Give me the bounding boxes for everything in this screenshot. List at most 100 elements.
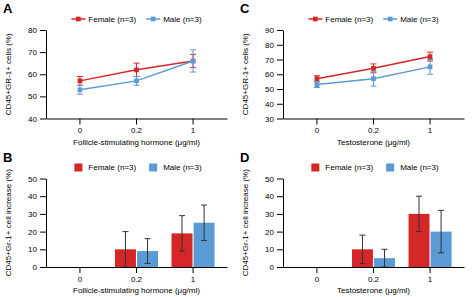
marks <box>314 52 433 87</box>
y-tick: 30 <box>28 210 46 219</box>
y-tick: 80 <box>28 26 46 35</box>
error-bar <box>416 196 422 231</box>
plot-area: 40 50 60 70 80 00.21 <box>28 26 227 135</box>
legend-label: Female (n=3) <box>325 15 373 24</box>
x-tick: 1 <box>191 267 196 284</box>
x-tick-label: 0.2 <box>131 275 143 284</box>
y-tick-mark <box>277 45 283 46</box>
y-tick-mark <box>277 30 283 31</box>
legend-label: Male (n=3) <box>400 163 439 172</box>
x-tick-label: 0.2 <box>368 275 380 284</box>
y-tick-mark <box>277 89 283 90</box>
y-axis-label: CD45+Gr-1+ cell increase (%) <box>241 169 250 276</box>
legend-swatch <box>74 164 82 172</box>
y-axis-line <box>283 179 284 268</box>
legend-item: Male (n=3) <box>149 163 202 172</box>
y-tick-mark <box>277 119 283 120</box>
point <box>191 59 196 64</box>
plot-area: 0102030405000.21 <box>265 175 464 284</box>
error-bar <box>382 249 388 267</box>
y-tick-mark <box>40 232 46 233</box>
y-tick-mark <box>277 179 283 180</box>
legend-marker <box>313 17 318 22</box>
x-tick-label: 1 <box>428 126 433 135</box>
y-axis: 40 50 60 70 80 <box>28 26 46 124</box>
x-tick: 1 <box>428 267 433 284</box>
panel-title: A <box>3 1 13 16</box>
legend: Female (n=3)Male (n=3) <box>311 163 439 172</box>
y-tick-label: 50 <box>28 92 37 101</box>
x-tick-label: 0 <box>315 126 320 135</box>
y-tick: 70 <box>265 56 283 65</box>
y-tick-label: 10 <box>265 245 274 254</box>
x-tick-mark <box>373 119 374 125</box>
x-axis: 00.21 <box>47 119 228 136</box>
panel: 0102030405000.21BFollicle-stimulating ho… <box>3 150 228 296</box>
y-tick-mark <box>40 249 46 250</box>
y-tick: 10 <box>265 245 283 254</box>
y-tick-label: 10 <box>28 245 37 254</box>
y-axis: 30405060708090 <box>265 26 283 124</box>
panel: 405060708000.21AFollicle-stimulating hor… <box>3 1 228 147</box>
point <box>428 54 433 59</box>
x-tick-mark <box>316 267 317 273</box>
y-tick-label: 60 <box>265 70 274 79</box>
y-tick: 60 <box>28 70 46 79</box>
x-tick-label: 0 <box>78 126 83 135</box>
x-tick: 0.2 <box>131 267 143 284</box>
x-tick-label: 0.2 <box>368 126 380 135</box>
y-tick-label: 50 <box>265 175 274 184</box>
legend-marker <box>388 17 393 22</box>
y-tick-label: 70 <box>28 48 37 57</box>
y-tick-mark <box>40 119 46 120</box>
point <box>371 76 376 81</box>
legend-label: Female (n=3) <box>88 163 136 172</box>
legend-label: Male (n=3) <box>163 163 202 172</box>
y-tick-mark <box>40 30 46 31</box>
x-axis-label: Testosterone (μg/ml) <box>337 286 410 295</box>
y-tick-mark <box>40 267 46 268</box>
y-tick-mark <box>40 179 46 180</box>
point <box>315 82 320 87</box>
x-tick-mark <box>136 267 137 273</box>
error-bar <box>371 71 377 86</box>
y-tick-label: 90 <box>265 26 274 35</box>
error-bar <box>122 232 128 267</box>
y-tick-mark <box>40 214 46 215</box>
error-bar <box>145 239 151 264</box>
error-bar <box>134 76 140 85</box>
panel-title: B <box>3 150 12 165</box>
y-tick: 20 <box>265 228 283 237</box>
point <box>78 79 83 84</box>
y-tick-mark <box>277 232 283 233</box>
y-tick: 20 <box>28 228 46 237</box>
legend-item: Female (n=3) <box>71 15 136 24</box>
panel: 0102030405000.21DTestosterone (μg/ml)CD4… <box>240 150 465 296</box>
point <box>371 66 376 71</box>
x-tick: 0 <box>78 119 83 136</box>
legend-swatch <box>149 164 157 172</box>
x-tick-label: 0 <box>78 275 83 284</box>
y-tick-mark <box>40 52 46 53</box>
legend: Female (n=3) Male (n=3) <box>74 163 202 172</box>
series-line <box>80 61 193 90</box>
x-tick: 0.2 <box>131 119 143 136</box>
y-tick: 80 <box>265 41 283 50</box>
y-axis-label: CD45+Gr-1+ cell increase (%) <box>4 169 13 276</box>
x-tick: 1 <box>428 119 433 136</box>
y-axis-line <box>46 31 47 120</box>
y-tick: 30 <box>265 115 283 124</box>
marks <box>115 205 215 267</box>
point <box>134 67 139 72</box>
y-tick-mark <box>40 74 46 75</box>
point <box>191 59 196 64</box>
y-tick: 0 <box>270 263 283 272</box>
panel-title: C <box>240 1 250 16</box>
y-tick: 90 <box>265 26 283 35</box>
error-bar <box>314 76 320 82</box>
y-tick-label: 30 <box>265 115 274 124</box>
error-bar <box>314 82 320 88</box>
y-axis-label: CD45+GR-1+ cells (%) <box>241 33 250 115</box>
y-tick: 40 <box>28 115 46 124</box>
y-tick-mark <box>40 196 46 197</box>
